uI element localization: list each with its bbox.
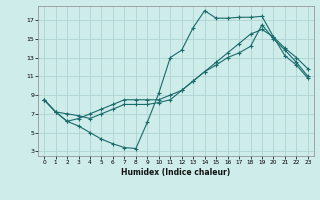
X-axis label: Humidex (Indice chaleur): Humidex (Indice chaleur) xyxy=(121,168,231,177)
